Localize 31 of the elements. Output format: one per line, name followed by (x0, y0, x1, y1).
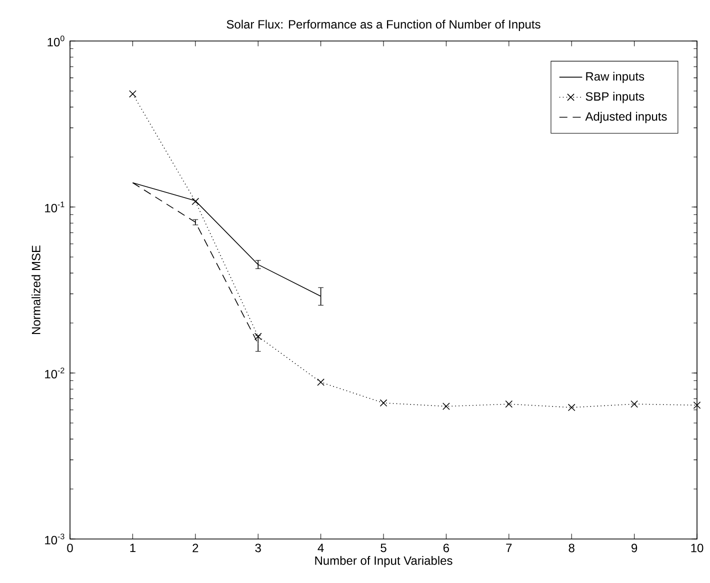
x-tick-label: 1 (130, 544, 136, 552)
point (568, 404, 576, 412)
legend-label: SBP inputs (586, 92, 644, 104)
y-tick-label: 10$^{0}$ (48, 36, 64, 46)
x-tick-label: 10 (691, 544, 704, 552)
y-tick-label: 10$^{-3}$ (45, 534, 64, 544)
point (693, 401, 701, 409)
x-tick-label: 9 (632, 544, 638, 552)
x-axis-title: Number of Input Variables (315, 556, 452, 568)
y-axis-title: Normalized MSE (32, 246, 40, 334)
legend-label: Adjusted inputs (585, 112, 667, 124)
y-tick-label: 10$^{-1}$ (45, 202, 64, 212)
x-tick-label: 6 (443, 544, 450, 552)
x-tick-label: 8 (568, 544, 574, 552)
y-tick-label: 10$^{-2}$ (45, 368, 64, 378)
legend-label: Raw inputs (586, 72, 644, 84)
x-tick-label: 7 (506, 544, 512, 552)
x-tick-label: 4 (318, 544, 324, 552)
point (442, 402, 450, 410)
x-tick-label: 2 (192, 544, 198, 552)
point (192, 198, 200, 206)
chart-title: Solar Flux: Performance as a Function of Number of Inputs (226, 20, 540, 31)
point (380, 399, 388, 407)
point (317, 378, 324, 386)
point (630, 400, 638, 408)
x-tick-label: 3 (255, 544, 261, 552)
point (505, 400, 513, 408)
x-tick-label: 5 (380, 544, 386, 552)
point (129, 90, 136, 98)
x-tick-label: 0 (67, 544, 73, 552)
point (254, 332, 262, 340)
